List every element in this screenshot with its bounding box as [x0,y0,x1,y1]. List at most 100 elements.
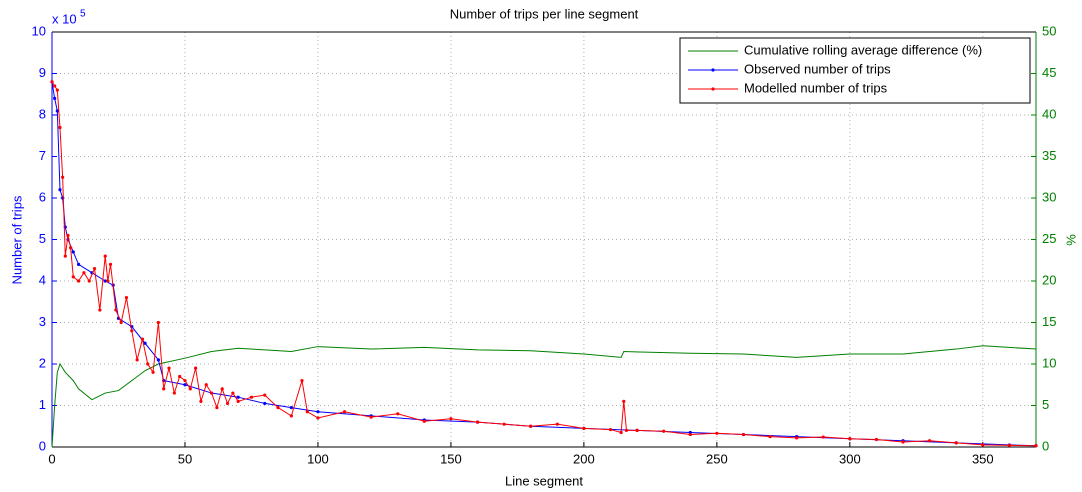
data-point [263,401,267,406]
data-point [688,432,692,437]
data-point [119,320,123,325]
data-point [172,391,176,395]
y-multiplier-exponent: 5 [80,9,86,20]
data-point [61,175,65,179]
data-point [71,275,75,279]
data-point [215,405,219,410]
data-point [529,424,533,428]
data-point [928,439,932,443]
x-tick-label: 200 [573,451,595,466]
data-point [66,233,70,237]
data-point [167,366,171,370]
y-tick-label: 5 [39,231,46,246]
y2-tick-label: 50 [1042,23,1056,38]
y-tick-label: 9 [39,65,46,80]
data-point [231,391,235,395]
y-tick-label: 0 [39,438,46,453]
data-point [305,410,309,414]
legend-marker [711,87,715,91]
data-point [209,391,214,395]
data-point [103,254,107,258]
data-point [194,366,198,370]
data-point [624,428,629,432]
data-point [183,383,187,387]
series-line [51,345,1037,448]
data-point [619,430,623,435]
data-point [741,432,746,437]
data-point [449,417,453,421]
x-tick-label: 350 [972,451,994,466]
data-point [58,188,62,192]
y2-tick-label: 30 [1042,189,1056,204]
y-tick-label: 2 [39,355,46,370]
data-point [289,405,293,410]
x-tick-label: 50 [178,451,192,466]
data-point [76,262,81,266]
series-line [51,81,1037,447]
data-point [300,379,304,383]
data-point [608,427,613,432]
data-point [1034,444,1038,448]
legend-label: Cumulative rolling average difference (%… [744,42,982,57]
chart-title: Number of trips per line segment [450,6,639,21]
y2-tick-label: 15 [1042,314,1056,329]
x-tick-label: 250 [706,451,728,466]
y2-tick-label: 40 [1042,106,1056,121]
data-point [220,387,224,391]
data-point [316,416,320,420]
data-point [981,443,985,447]
data-point [874,437,879,442]
data-point [199,399,203,403]
y-tick-label: 4 [39,272,46,287]
data-point [289,414,293,418]
data-point [236,399,240,403]
y-tick-label: 3 [39,314,46,329]
y2-axis-label: % [1063,234,1078,246]
data-point [50,80,54,84]
data-point [178,374,182,379]
y2-tick-label: 5 [1042,397,1049,412]
data-point [422,419,426,423]
data-point [55,109,59,113]
legend-label: Observed number of trips [744,61,891,76]
data-point [263,393,267,397]
data-point [162,387,166,391]
legend-box [679,37,1031,104]
data-point [396,412,400,416]
x-tick-label: 300 [839,451,861,466]
data-point [582,426,586,430]
data-point [236,395,240,399]
data-point [502,422,506,426]
y2-tick-label: 10 [1042,355,1056,370]
y-multiplier: x 10 [52,11,77,26]
y-tick-label: 10 [32,23,46,38]
y-tick-label: 6 [39,189,46,204]
data-point [146,362,150,366]
data-point [114,308,118,312]
data-point [475,420,480,424]
x-tick-label: 0 [48,451,55,466]
data-point [156,320,160,325]
data-point [249,395,254,399]
y-axis-label: Number of trips [9,195,24,284]
data-point [901,440,905,444]
legend-label: Modelled number of trips [744,80,888,95]
data-point [555,422,559,426]
data-point [92,266,97,271]
data-point [55,88,59,92]
data-point [151,370,155,374]
data-point [183,379,187,383]
data-point [795,436,799,440]
y2-tick-label: 25 [1042,231,1056,246]
data-point [821,435,825,439]
data-point [1007,443,1012,447]
data-point [715,431,719,435]
data-point [369,415,373,419]
data-point [53,96,57,100]
data-point [848,437,852,441]
x-tick-label: 100 [307,451,329,466]
y2-tick-label: 0 [1042,438,1049,453]
data-point [69,246,73,250]
y-tick-label: 7 [39,148,46,163]
data-point [622,399,626,403]
